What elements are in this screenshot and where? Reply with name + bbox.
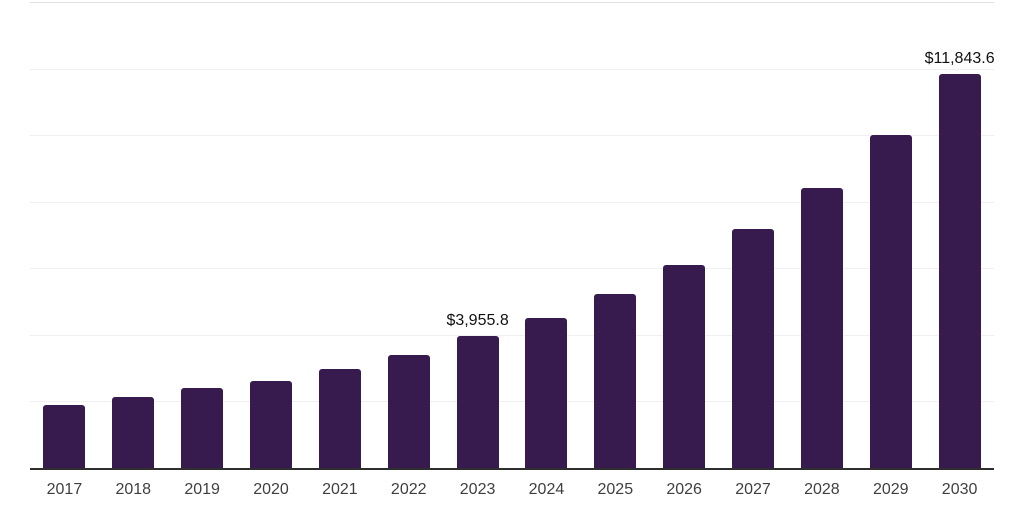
bar-2019 (181, 388, 224, 468)
x-tick-2020: 2020 (253, 481, 289, 498)
data-label-2030: $11,843.6 (924, 49, 995, 67)
gridline-8000 (30, 201, 994, 203)
bar-2026 (663, 264, 706, 468)
bar-2022 (387, 354, 430, 468)
x-axis-line (30, 468, 994, 470)
bar-slot-2019 (168, 2, 237, 468)
bars: $3,955.8 $11,843.6 (30, 2, 995, 468)
bar-2029 (869, 135, 912, 468)
x-tick-2019: 2019 (184, 481, 220, 498)
gridline-4000 (30, 334, 994, 336)
bar-slot-2025 (581, 2, 650, 468)
x-tick-2023: 2023 (459, 481, 496, 498)
bar-slot-2017 (30, 2, 99, 468)
gridline-2000 (30, 401, 994, 403)
bar-2024 (525, 317, 568, 468)
bar-2021 (318, 368, 361, 468)
bar-2020 (250, 380, 292, 468)
bar-2018 (112, 396, 155, 468)
bar-slot-2024 (512, 2, 581, 468)
bar-slot-2020 (237, 2, 306, 468)
bar-slot-2026 (650, 2, 719, 468)
x-tick-2021: 2021 (322, 481, 358, 498)
bar-2023: $3,955.8 (446, 312, 509, 468)
x-tick-2028: 2028 (804, 481, 840, 498)
x-tick-2030: 2030 (941, 481, 978, 498)
data-label-2023: $3,955.8 (446, 312, 509, 330)
bar-slot-2023: $3,955.8 (443, 2, 512, 468)
gridlines (30, 2, 994, 468)
x-tick-2018: 2018 (115, 481, 152, 498)
bar-chart: $3,955.8 $11,843.6 2017 2018 2019 2020 2021 20… (30, 2, 995, 499)
bar-2030: $11,843.6 (925, 50, 995, 468)
x-tick-2024: 2024 (528, 481, 565, 498)
gridline-10000 (30, 135, 994, 137)
x-tick-2026: 2026 (666, 481, 702, 498)
bar-2028 (800, 187, 843, 468)
bar-slot-2029 (856, 2, 925, 468)
x-tick-2029: 2029 (872, 481, 909, 498)
bar-2025 (594, 294, 637, 468)
bar-2017 (43, 404, 86, 468)
x-axis-labels: 2017 2018 2019 2020 2021 2022 2023 2024 2025 2026… (30, 481, 994, 499)
bar-slot-2027 (719, 2, 788, 468)
bar-slot-2022 (374, 2, 443, 468)
gridline-14000 (30, 2, 994, 3)
x-tick-2027: 2027 (735, 481, 771, 498)
bar-slot-2018 (99, 2, 168, 468)
gridline-12000 (30, 68, 994, 70)
bar-slot-2021 (305, 2, 374, 468)
gridline-6000 (30, 268, 994, 270)
plot-area: $3,955.8 $11,843.6 (30, 2, 995, 470)
bar-slot-2028 (787, 2, 856, 468)
x-tick-2025: 2025 (597, 481, 634, 498)
bar-2027 (732, 229, 775, 468)
x-tick-2017: 2017 (46, 481, 83, 498)
x-tick-2022: 2022 (390, 481, 427, 498)
bar-slot-2030: $11,843.6 (925, 2, 995, 468)
